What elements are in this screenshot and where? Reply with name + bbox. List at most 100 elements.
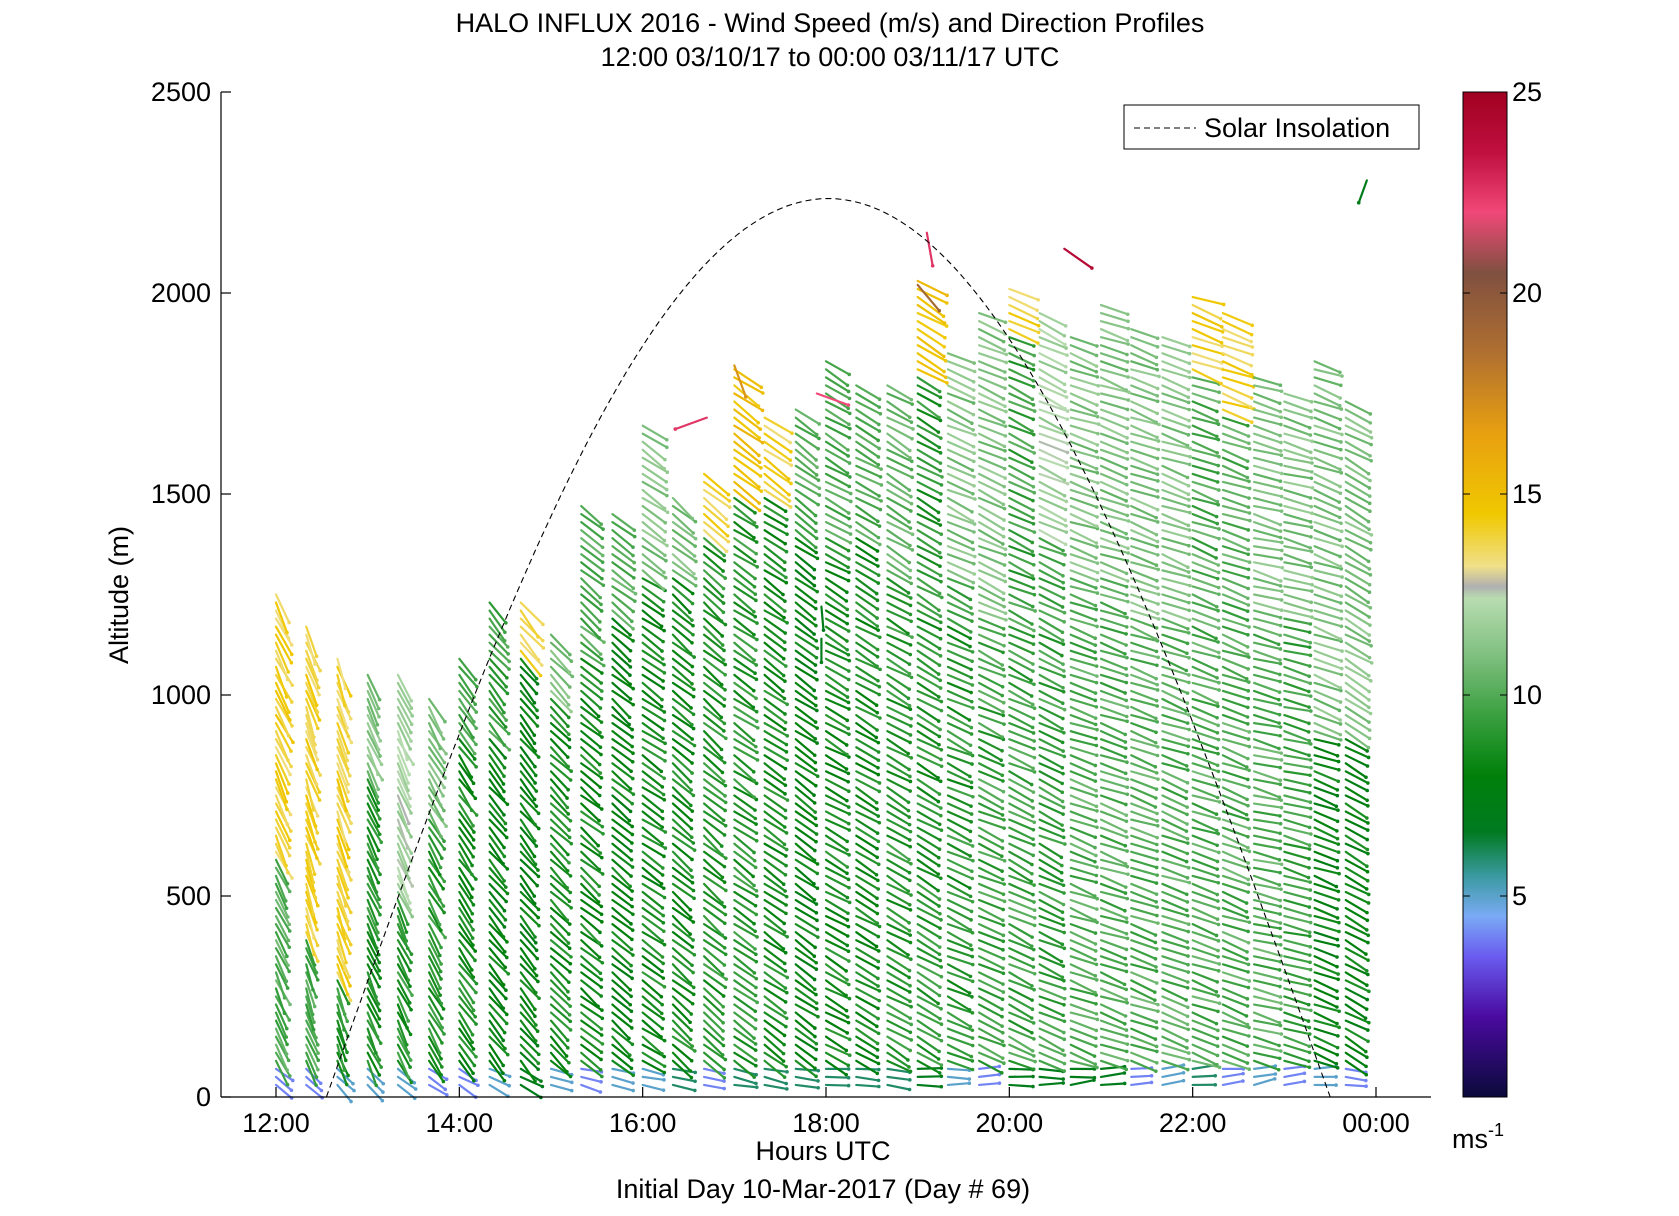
wind-barb <box>427 722 443 751</box>
wind-barb <box>519 906 541 928</box>
wind-barb <box>274 1027 289 1056</box>
wind-barb <box>366 1027 378 1055</box>
wind-barb <box>336 697 349 730</box>
wind-barb <box>274 818 292 850</box>
wind-barb <box>549 649 572 675</box>
wind-barb <box>336 826 351 860</box>
wind-barb <box>488 746 507 770</box>
wind-barb <box>427 890 446 915</box>
wind-barb <box>488 882 508 904</box>
wind-barb <box>336 673 347 708</box>
wind-barb <box>305 625 319 659</box>
wind-barb <box>427 1043 444 1069</box>
wind-barb <box>305 649 319 682</box>
wind-barb <box>458 746 478 769</box>
wind-barb <box>549 971 570 994</box>
wind-barb <box>305 1059 318 1087</box>
wind-barb <box>305 681 320 714</box>
wind-barb <box>366 705 380 735</box>
wind-barb <box>549 874 573 895</box>
wind-barb <box>519 697 540 720</box>
wind-barb <box>549 770 570 792</box>
wind-barb <box>549 697 571 720</box>
wind-barb <box>305 898 319 932</box>
wind-barb <box>580 770 603 790</box>
colorbar-tick-label: 10 <box>1512 680 1542 710</box>
wind-barb <box>488 657 509 680</box>
wind-barb <box>519 713 537 738</box>
wind-barb <box>336 762 350 794</box>
wind-barb <box>336 979 351 1006</box>
wind-barb <box>580 762 604 780</box>
wind-barb <box>336 730 350 763</box>
wind-barb <box>427 794 444 822</box>
wind-barb <box>366 786 381 812</box>
x-axis-label: Hours UTC <box>755 1136 890 1166</box>
wind-barb <box>366 1019 383 1045</box>
wind-barb <box>580 955 603 976</box>
wind-barb <box>580 754 603 775</box>
wind-barb <box>580 1035 604 1055</box>
wind-barb <box>366 810 382 837</box>
y-tick-label: 2500 <box>151 77 211 107</box>
wind-barb <box>336 850 353 882</box>
wind-barb <box>519 931 539 953</box>
wind-barb <box>488 987 506 1011</box>
wind-barb <box>549 890 573 910</box>
wind-barb <box>336 874 348 908</box>
wind-barb <box>427 713 446 741</box>
wind-barb <box>366 746 380 776</box>
wind-barb <box>396 713 413 743</box>
wind-barb <box>427 995 444 1021</box>
wind-barb <box>488 810 508 832</box>
wind-barb <box>366 955 383 980</box>
wind-barb <box>366 689 381 719</box>
wind-barb <box>427 1011 446 1036</box>
wind-barb <box>488 874 510 896</box>
wind-barb <box>274 665 289 699</box>
wind-barb <box>458 866 475 891</box>
wind-barb <box>305 882 316 917</box>
wind-barb <box>519 882 537 906</box>
wind-barb <box>458 1035 478 1059</box>
wind-barb <box>305 794 318 828</box>
wind-barb <box>305 1011 318 1040</box>
wind-barb <box>396 1035 413 1062</box>
wind-barb <box>549 923 571 945</box>
wind-barb <box>519 987 537 1012</box>
wind-barb <box>458 778 478 801</box>
wind-barb <box>427 770 445 798</box>
wind-barb <box>396 850 411 881</box>
wind-barb <box>580 939 602 960</box>
wind-barb <box>580 802 601 823</box>
wind-barb <box>396 955 411 982</box>
wind-barb <box>580 689 603 710</box>
wind-barb <box>427 914 447 940</box>
wind-barb <box>519 850 540 872</box>
wind-barb <box>488 866 508 889</box>
wind-barb <box>366 850 382 877</box>
wind-barb <box>427 1003 445 1030</box>
wind-barb <box>519 1027 540 1048</box>
wind-barb <box>549 858 573 878</box>
wind-barb <box>549 1051 569 1074</box>
wind-barb <box>488 730 512 752</box>
wind-barb <box>366 1043 383 1069</box>
colorbar <box>1462 91 1508 1098</box>
wind-barb <box>396 794 411 826</box>
wind-barb <box>305 874 320 908</box>
wind-barb <box>336 754 350 787</box>
wind-barb <box>549 681 571 707</box>
wind-barb <box>580 1011 604 1031</box>
wind-barb <box>519 898 540 920</box>
wind-barb <box>458 995 478 1019</box>
wind-barb <box>336 898 352 932</box>
wind-barb <box>274 906 292 933</box>
wind-barb <box>519 770 539 793</box>
wind-barb <box>305 987 315 1017</box>
wind-barb <box>366 842 380 870</box>
wind-barb <box>366 1059 379 1088</box>
wind-barb <box>488 947 508 970</box>
wind-barb <box>396 963 412 989</box>
wind-barb <box>274 762 290 795</box>
